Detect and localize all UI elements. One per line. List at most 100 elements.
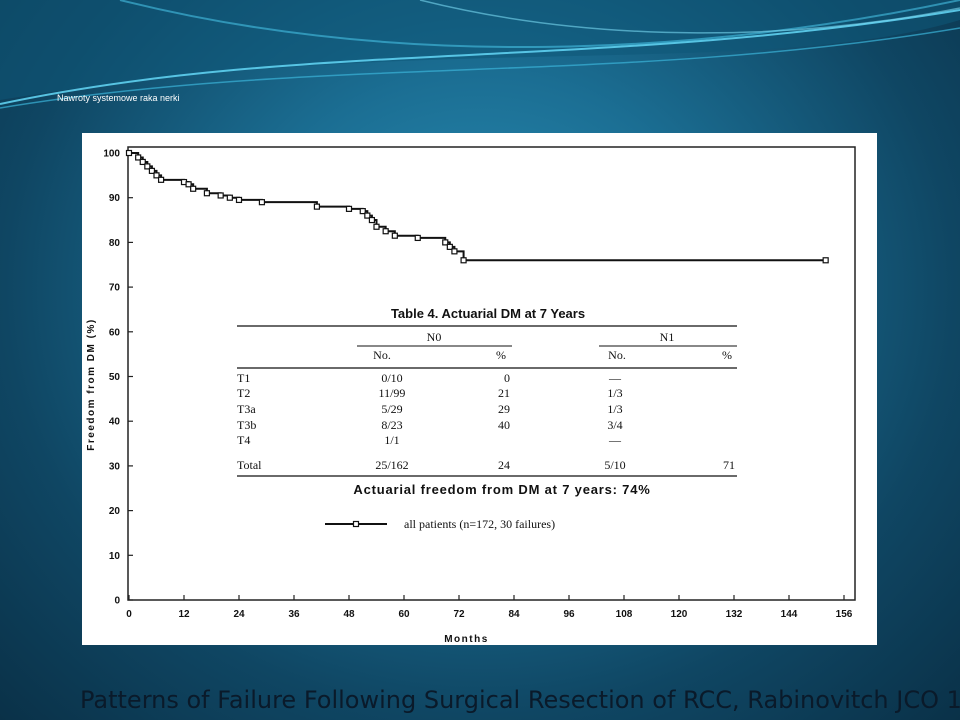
data-point (391, 232, 398, 239)
y-tick-label: 50 (109, 372, 121, 383)
table-cell: 5/29 (381, 402, 402, 416)
y-tick-label: 20 (109, 506, 121, 517)
data-point (414, 234, 421, 242)
slide-subtitle: Nawroty systemowe raka nerki (57, 93, 180, 103)
table-group-header: N1 (660, 330, 675, 344)
data-point (190, 185, 197, 192)
data-point (185, 181, 192, 188)
table-cell: 21 (498, 386, 510, 400)
x-tick-label: 96 (563, 609, 575, 620)
table-cell: 1/3 (607, 402, 622, 416)
legend-marker (352, 520, 360, 528)
data-point (373, 223, 380, 230)
table-column-header: No. (373, 348, 391, 362)
header-wave-decoration (0, 0, 960, 109)
x-tick-label: 108 (616, 609, 633, 620)
slide-footer-citation: Patterns of Failure Following Surgical R… (80, 686, 960, 714)
data-point (442, 239, 449, 246)
x-tick-label: 84 (508, 609, 520, 620)
y-tick-label: 40 (109, 417, 121, 428)
chart-svg: 0 10 20 30 40 50 60 70 80 90 100 0 12 24 36 48 60 72 84 96 1… (86, 146, 856, 645)
table-cell: — (608, 433, 622, 447)
y-tick-label: 90 (109, 193, 121, 204)
y-tick-label: 30 (109, 461, 121, 472)
data-point (157, 176, 165, 183)
table-cell: 25/162 (375, 458, 408, 472)
table-cell: 40 (498, 418, 510, 432)
table-cell: 8/23 (381, 418, 402, 432)
data-point (359, 208, 366, 215)
y-tick-label: 70 (109, 283, 121, 294)
x-tick-label: 72 (453, 609, 465, 620)
data-point (148, 167, 156, 174)
x-tick-label: 24 (233, 609, 245, 620)
table-cell: 1/1 (384, 433, 399, 447)
data-point (226, 194, 233, 201)
plot-frame (127, 146, 856, 601)
table-row-label: T1 (237, 371, 250, 385)
x-tick-label: 0 (126, 609, 132, 620)
data-point (364, 212, 371, 219)
table-title: Table 4. Actuarial DM at 7 Years (391, 306, 585, 321)
data-point (451, 248, 458, 255)
table-footnote: Actuarial freedom from DM at 7 years: 74… (353, 482, 650, 497)
data-point (125, 149, 133, 157)
y-tick-label: 80 (109, 238, 121, 249)
chart-figure-panel: 0 10 20 30 40 50 60 70 80 90 100 0 12 24 36 48 60 72 84 96 1… (82, 133, 877, 645)
x-tick-label: 36 (288, 609, 300, 620)
table-cell: 0 (504, 371, 510, 385)
data-point (144, 163, 151, 170)
data-point (235, 196, 243, 204)
table-cell: 1/3 (607, 386, 622, 400)
table-cell: 5/10 (604, 458, 625, 472)
data-point (139, 158, 146, 166)
inset-table: Table 4. Actuarial DM at 7 Years N0 N1 No.%… (237, 306, 737, 497)
data-point (217, 192, 224, 199)
y-tick-label: 100 (103, 149, 120, 160)
y-axis-title: Freedom from DM (%) (86, 318, 97, 450)
data-point (203, 190, 211, 197)
data-point (446, 243, 453, 250)
table-cell: 24 (498, 458, 510, 472)
table-cell: 0/10 (381, 371, 402, 385)
x-tick-label: 132 (726, 609, 743, 620)
table-column-header: No. (608, 348, 626, 362)
y-tick-label: 10 (109, 551, 121, 562)
table-cell: 71 (723, 458, 735, 472)
x-tick-label: 48 (343, 609, 355, 620)
table-column-header: % (722, 348, 732, 362)
data-point (153, 172, 160, 179)
table-cell: — (608, 371, 622, 385)
table-row-label: T3a (237, 402, 256, 416)
table-column-header: % (496, 348, 506, 362)
legend-label: all patients (n=172, 30 failures) (404, 517, 555, 531)
chart-axes: 0 10 20 30 40 50 60 70 80 90 100 0 12 24 36 48 60 72 84 96 1… (86, 146, 856, 645)
table-row-label: T2 (237, 386, 250, 400)
x-tick-label: 120 (671, 609, 688, 620)
data-point (258, 199, 266, 206)
table-group-header: N0 (427, 330, 442, 344)
data-point (822, 257, 829, 264)
table-cell: 3/4 (607, 418, 622, 432)
data-point (345, 205, 353, 212)
series-line-all-patients (129, 152, 826, 262)
x-tick-label: 60 (398, 609, 410, 620)
chart-legend: all patients (n=172, 30 failures) (325, 517, 555, 531)
table-cell: 29 (498, 402, 510, 416)
data-point (382, 228, 389, 235)
table-row-label: Total (237, 458, 262, 472)
x-tick-label: 156 (836, 609, 853, 620)
data-point (135, 154, 142, 161)
table-row-label: T4 (237, 433, 250, 447)
data-point (368, 216, 376, 224)
data-point (313, 203, 321, 210)
table-cell: 11/99 (379, 386, 406, 400)
x-axis-title: Months (444, 634, 489, 645)
data-point (460, 257, 467, 264)
x-tick-label: 12 (178, 609, 190, 620)
y-tick-label: 60 (109, 327, 121, 338)
chart-series-layer (125, 149, 829, 264)
y-tick-label: 0 (114, 596, 120, 607)
table-row-label: T3b (237, 418, 256, 432)
x-tick-label: 144 (781, 609, 798, 620)
